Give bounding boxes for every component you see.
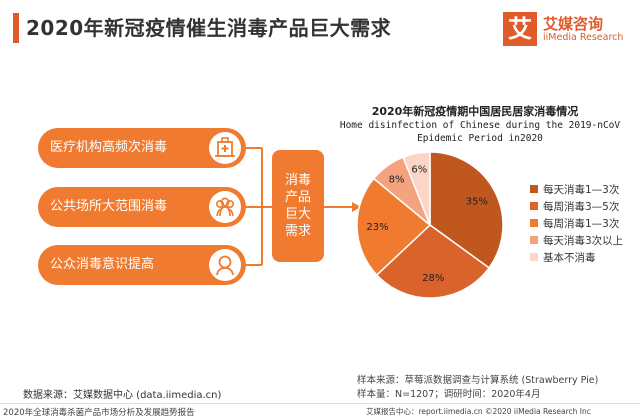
- chart-title: 2020年新冠疫情期中国居民居家消毒情况: [371, 105, 579, 118]
- pie-slice: [375, 224, 491, 299]
- person-icon: [209, 249, 241, 281]
- legend-label: 每天消毒1—3次: [543, 184, 620, 196]
- title-accent-bar: [13, 13, 19, 43]
- brand-logo: 艾 艾媒咨询 iiMedia Research: [503, 12, 633, 48]
- legend-label: 每周消毒3—5次: [543, 201, 620, 213]
- legend-item: 每天消毒3次以上: [530, 234, 623, 248]
- hospital-icon: [209, 132, 241, 164]
- pie-slice: [356, 177, 432, 277]
- item-awareness: 公众消毒意识提高: [38, 245, 246, 285]
- legend-swatch: [530, 236, 538, 244]
- chart-subtitle-line: Home disinfection of Chinese during the …: [339, 120, 621, 131]
- item-public-disinfection: 公共场所大范围消毒: [38, 187, 246, 227]
- pie-data-label: 8%: [389, 174, 405, 185]
- pie-data-label: 28%: [422, 273, 444, 284]
- legend-swatch: [530, 185, 538, 193]
- page-title: 2020年新冠疫情催生消毒产品巨大需求: [26, 16, 392, 40]
- legend-label: 基本不消毒: [543, 252, 596, 264]
- logo-en-text: iiMedia Research: [543, 32, 624, 43]
- legend-item: 每周消毒1—3次: [530, 217, 619, 231]
- footer-divider: [0, 403, 640, 404]
- pie-data-label: 35%: [466, 197, 488, 208]
- legend-swatch: [530, 253, 538, 261]
- item-label: 医疗机构高频次消毒: [50, 140, 168, 155]
- pie-data-label: 23%: [366, 222, 388, 233]
- pie-slice: [429, 151, 504, 269]
- legend-item: 每天消毒1—3次: [530, 183, 619, 197]
- demand-label: 消毒产品巨大需求: [284, 173, 311, 239]
- item-label: 公共场所大范围消毒: [50, 199, 168, 214]
- sample-source-note: 样本来源：草莓派数据调查与计算系统 (Strawberry Pie): [357, 375, 599, 386]
- legend-item: 每周消毒3—5次: [530, 200, 619, 214]
- chart-subtitle-line: Epidemic Period in2020: [417, 133, 543, 144]
- item-label: 公众消毒意识提高: [50, 257, 155, 272]
- chart-subtitle: Home disinfection of Chinese during the …: [330, 119, 630, 145]
- item-medical-disinfection: 医疗机构高频次消毒: [38, 128, 246, 168]
- pie-data-label: 6%: [411, 165, 427, 176]
- legend-swatch: [530, 202, 538, 210]
- sample-size-note: 样本量：N=1207；调研时间：2020年4月: [357, 389, 541, 400]
- demand-box: 消毒产品巨大需求: [272, 150, 324, 262]
- crowd-icon: [209, 191, 241, 223]
- legend-swatch: [530, 219, 538, 227]
- footer-copyright: 艾媒报告中心：report.iimedia.cn ©2020 iiMedia R…: [366, 407, 591, 416]
- data-source-note: 数据来源：艾媒数据中心 (data.iimedia.cn): [23, 390, 222, 401]
- logo-mark-icon: 艾: [503, 12, 537, 46]
- legend-item: 基本不消毒: [530, 251, 596, 265]
- logo-cn-text: 艾媒咨询: [543, 15, 604, 33]
- footer-report-title: 2020年全球消毒杀菌产品市场分析及发展趋势报告: [3, 408, 195, 418]
- legend-label: 每天消毒3次以上: [543, 235, 624, 247]
- legend-label: 每周消毒1—3次: [543, 218, 620, 230]
- pie-slice: [402, 151, 431, 226]
- pie-chart: 35% 28% 23% 8% 6%: [356, 151, 504, 299]
